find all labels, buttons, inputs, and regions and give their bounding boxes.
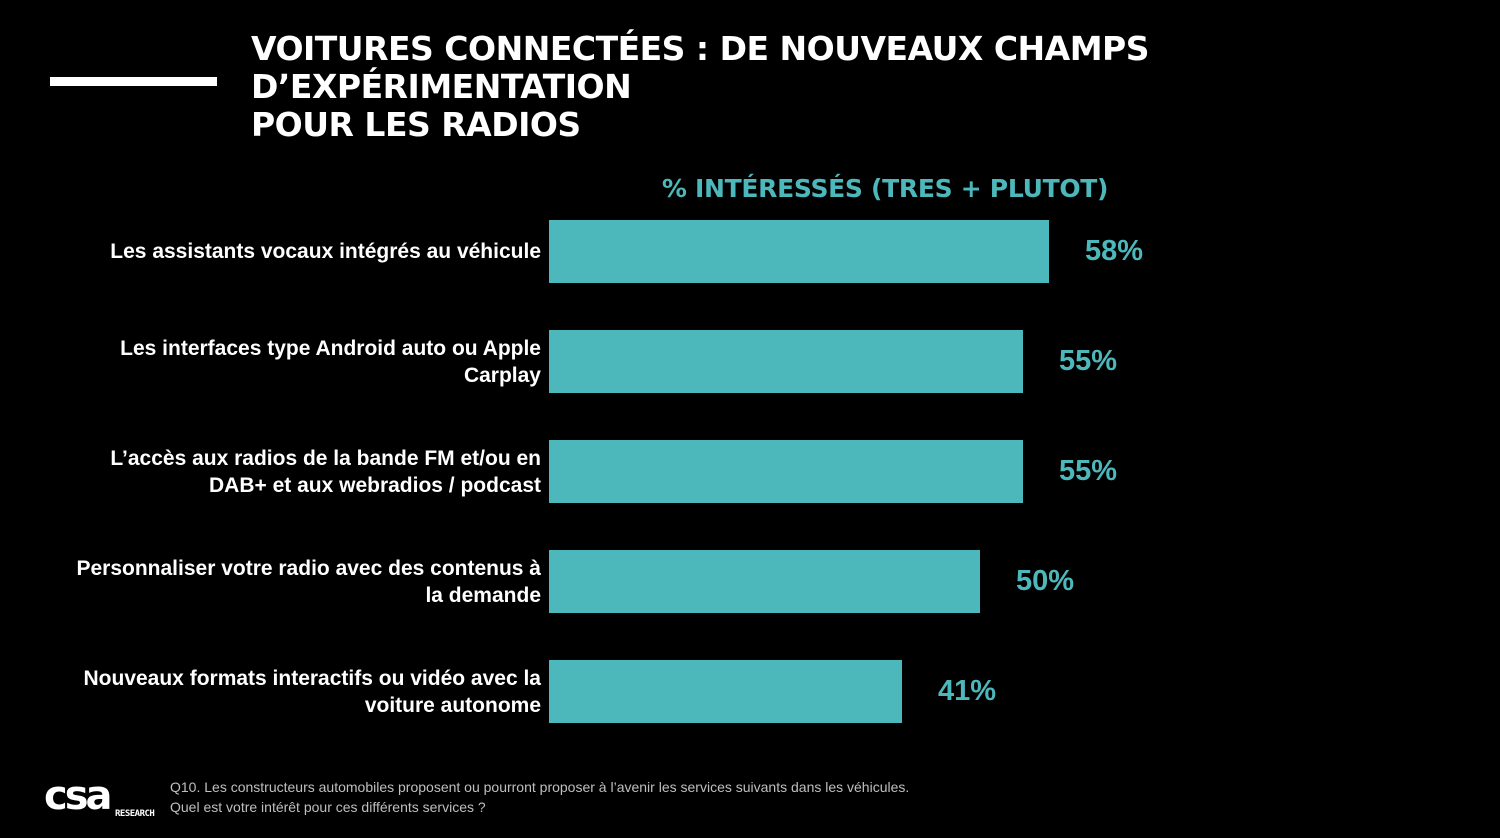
page-title: VOITURES CONNECTÉES : DE NOUVEAUX CHAMPS… — [251, 30, 1471, 144]
bar-value-label: 55% — [1059, 345, 1118, 377]
csa-research-logo: csa RESEARCH — [44, 778, 155, 818]
page-title-line-2: POUR LES RADIOS — [251, 105, 581, 144]
bar-category-label: Nouveaux formats interactifs ou vidéo av… — [83, 666, 542, 717]
bar-category-label: Les assistants vocaux intégrés au véhicu… — [110, 240, 541, 263]
bar-category-label: Les interfaces type Android auto ou Appl… — [120, 336, 541, 387]
bar — [549, 440, 1023, 503]
bar — [549, 330, 1023, 393]
bar-value-label: 41% — [938, 675, 997, 707]
title-accent-rule — [50, 77, 217, 86]
footnote-line-2: Quel est votre intérêt pour ces différen… — [170, 799, 486, 815]
survey-question-footnote: Q10. Les constructeurs automobiles propo… — [170, 777, 1070, 817]
bar-category-label: Personnaliser votre radio avec des conte… — [76, 556, 541, 607]
bar-value-label: 55% — [1059, 455, 1118, 487]
bar-value-label: 58% — [1085, 235, 1144, 267]
bar — [549, 660, 902, 723]
bar-value-label: 50% — [1016, 565, 1075, 597]
chart-title: % INTÉRESSÉS (TRES + PLUTOT) — [661, 174, 1109, 203]
logo-wordmark: csa — [44, 778, 110, 818]
bar — [549, 550, 980, 613]
bar — [549, 220, 1049, 283]
footnote-line-1: Q10. Les constructeurs automobiles propo… — [170, 779, 910, 795]
bar-category-label: L’accès aux radios de la bande FM et/ou … — [110, 446, 541, 497]
logo-subtext: RESEARCH — [115, 809, 154, 818]
page-title-line-1: VOITURES CONNECTÉES : DE NOUVEAUX CHAMPS… — [251, 29, 1150, 106]
